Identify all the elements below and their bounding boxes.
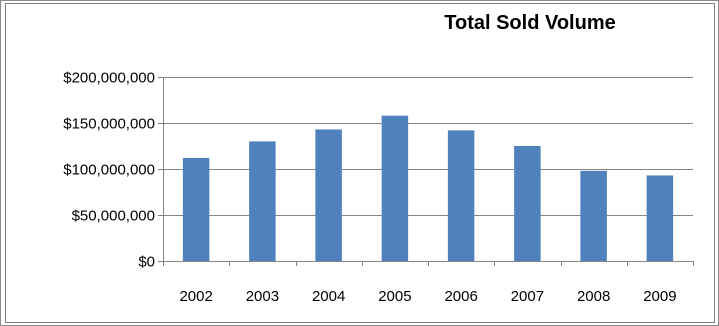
bar-2002: [182, 157, 210, 261]
x-tick-label: 2002: [179, 288, 212, 305]
bar-2007: [514, 146, 541, 261]
bar-2006: [447, 130, 475, 261]
x-tick-label: 2005: [378, 288, 411, 305]
x-tick-label: 2008: [577, 288, 610, 305]
x-tick-label: 2009: [643, 288, 676, 305]
x-tick-label: 2003: [246, 288, 279, 305]
x-tick-label: 2006: [444, 288, 477, 305]
x-tick-label: 2004: [312, 288, 345, 305]
y-tick-label: $200,000,000: [63, 70, 155, 87]
bar-2008: [580, 170, 607, 261]
bar-2004: [315, 129, 342, 261]
y-tick-label: $50,000,000: [72, 208, 155, 225]
y-tick-label: $0: [138, 254, 155, 271]
x-tick-label: 2007: [511, 288, 544, 305]
y-tick-label: $150,000,000: [63, 116, 155, 133]
bar-2009: [646, 175, 674, 261]
bar-2005: [381, 115, 409, 261]
y-tick-label: $100,000,000: [63, 162, 155, 179]
chart-title: Total Sold Volume: [444, 12, 616, 34]
chart-area: [5, 3, 715, 323]
bar-2003: [249, 141, 276, 261]
